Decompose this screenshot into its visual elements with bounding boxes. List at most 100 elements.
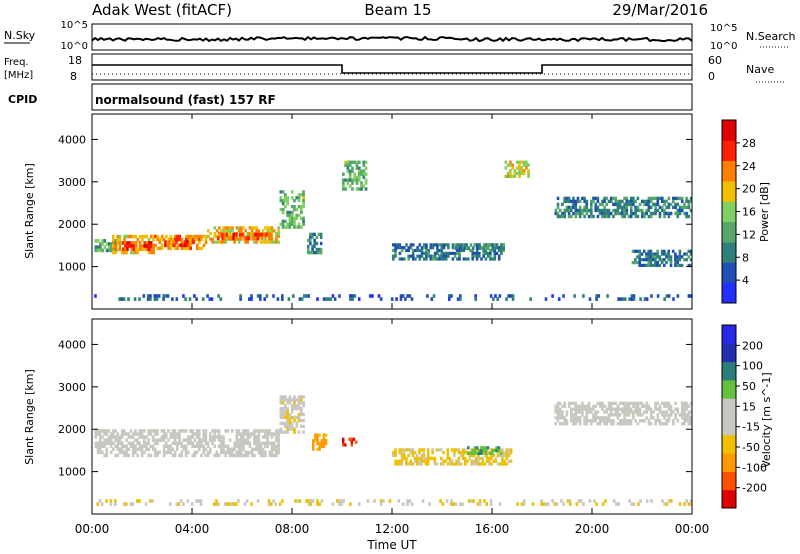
range-cell bbox=[656, 249, 659, 253]
range-cell bbox=[573, 294, 576, 298]
range-cell bbox=[627, 202, 631, 207]
range-cell bbox=[217, 236, 220, 241]
range-cell bbox=[587, 410, 591, 414]
range-cell bbox=[478, 254, 481, 258]
range-cell bbox=[561, 202, 564, 207]
range-cell bbox=[661, 199, 664, 204]
range-cell bbox=[286, 401, 289, 405]
range-cell bbox=[342, 499, 346, 503]
range-cell bbox=[224, 444, 227, 448]
range-cell bbox=[654, 419, 657, 423]
range-cell bbox=[256, 294, 260, 298]
range-cell bbox=[405, 243, 408, 247]
range-cell bbox=[293, 430, 296, 434]
range-cell bbox=[558, 214, 562, 219]
range-cell bbox=[398, 251, 402, 255]
range-cell bbox=[275, 232, 278, 236]
range-cell bbox=[175, 502, 179, 506]
range-cell bbox=[590, 419, 593, 423]
range-cell bbox=[193, 444, 197, 448]
scatter-region bbox=[96, 499, 693, 506]
range-cell bbox=[639, 297, 642, 301]
range-cell bbox=[554, 410, 558, 414]
range-cell bbox=[601, 214, 604, 219]
range-cell bbox=[572, 416, 575, 420]
range-cell bbox=[206, 453, 210, 458]
range-cell bbox=[627, 401, 631, 405]
range-cell bbox=[400, 448, 404, 452]
range-cell bbox=[344, 187, 347, 191]
range-cell bbox=[554, 211, 558, 216]
range-cell bbox=[570, 413, 573, 417]
range-cell bbox=[138, 432, 142, 436]
colorbar-tick-label: 12 bbox=[742, 228, 756, 241]
range-cell bbox=[259, 453, 263, 458]
range-cell bbox=[581, 208, 584, 213]
range-cell bbox=[270, 240, 274, 244]
range-cell bbox=[187, 435, 190, 439]
range-cell bbox=[204, 234, 208, 239]
range-cell bbox=[561, 214, 564, 219]
range-cell bbox=[687, 249, 691, 253]
range-cell bbox=[585, 416, 589, 420]
range-cell bbox=[431, 448, 434, 452]
range-cell bbox=[687, 422, 691, 426]
range-cell bbox=[176, 447, 179, 452]
range-cell bbox=[418, 462, 421, 466]
range-cell bbox=[125, 453, 128, 458]
y-tick-label: 3000 bbox=[58, 176, 86, 189]
range-cell bbox=[583, 407, 586, 411]
range-cell bbox=[598, 416, 602, 420]
range-cell bbox=[665, 211, 668, 216]
range-cell bbox=[607, 208, 611, 213]
range-cell bbox=[455, 448, 458, 452]
range-cell bbox=[178, 429, 181, 433]
range-cell bbox=[114, 429, 117, 433]
range-cell bbox=[250, 294, 253, 298]
range-cell bbox=[459, 297, 462, 301]
range-cell bbox=[676, 214, 680, 219]
range-cell bbox=[634, 211, 637, 216]
range-cell bbox=[465, 246, 468, 251]
range-cell bbox=[136, 441, 139, 445]
range-cell bbox=[418, 243, 422, 247]
colorbar-tick-label: 8 bbox=[742, 251, 749, 264]
range-cell bbox=[293, 418, 296, 423]
range-cell bbox=[315, 250, 319, 255]
range-cell bbox=[213, 444, 216, 448]
range-cell bbox=[112, 447, 115, 452]
range-cell bbox=[603, 419, 606, 423]
range-cell bbox=[242, 453, 245, 458]
range-cell bbox=[213, 432, 216, 436]
range-cell bbox=[257, 229, 261, 233]
range-cell bbox=[158, 246, 162, 251]
range-cell bbox=[342, 440, 345, 444]
range-cell bbox=[489, 248, 492, 253]
range-cell bbox=[266, 429, 269, 433]
range-cell bbox=[676, 410, 680, 414]
range-cell bbox=[649, 413, 653, 417]
range-cell bbox=[627, 407, 631, 411]
range-cell bbox=[475, 451, 479, 455]
range-cell bbox=[476, 243, 479, 247]
range-cell bbox=[459, 453, 463, 458]
range-cell bbox=[413, 451, 417, 455]
range-cell bbox=[184, 444, 188, 448]
range-cell bbox=[176, 435, 179, 439]
range-cell bbox=[300, 210, 303, 215]
range-cell bbox=[277, 234, 280, 238]
range-cell bbox=[468, 453, 471, 458]
range-cell bbox=[368, 294, 372, 298]
range-cell bbox=[134, 432, 137, 436]
range-cell bbox=[350, 443, 354, 447]
range-cell bbox=[416, 246, 419, 250]
range-cell bbox=[609, 410, 613, 414]
range-cell bbox=[373, 499, 376, 503]
range-cell bbox=[215, 240, 219, 244]
range-cell bbox=[228, 502, 231, 506]
range-cell bbox=[293, 219, 296, 223]
range-cell bbox=[96, 429, 100, 433]
range-cell bbox=[660, 258, 664, 262]
range-cell bbox=[307, 244, 310, 249]
range-cell bbox=[563, 416, 566, 420]
